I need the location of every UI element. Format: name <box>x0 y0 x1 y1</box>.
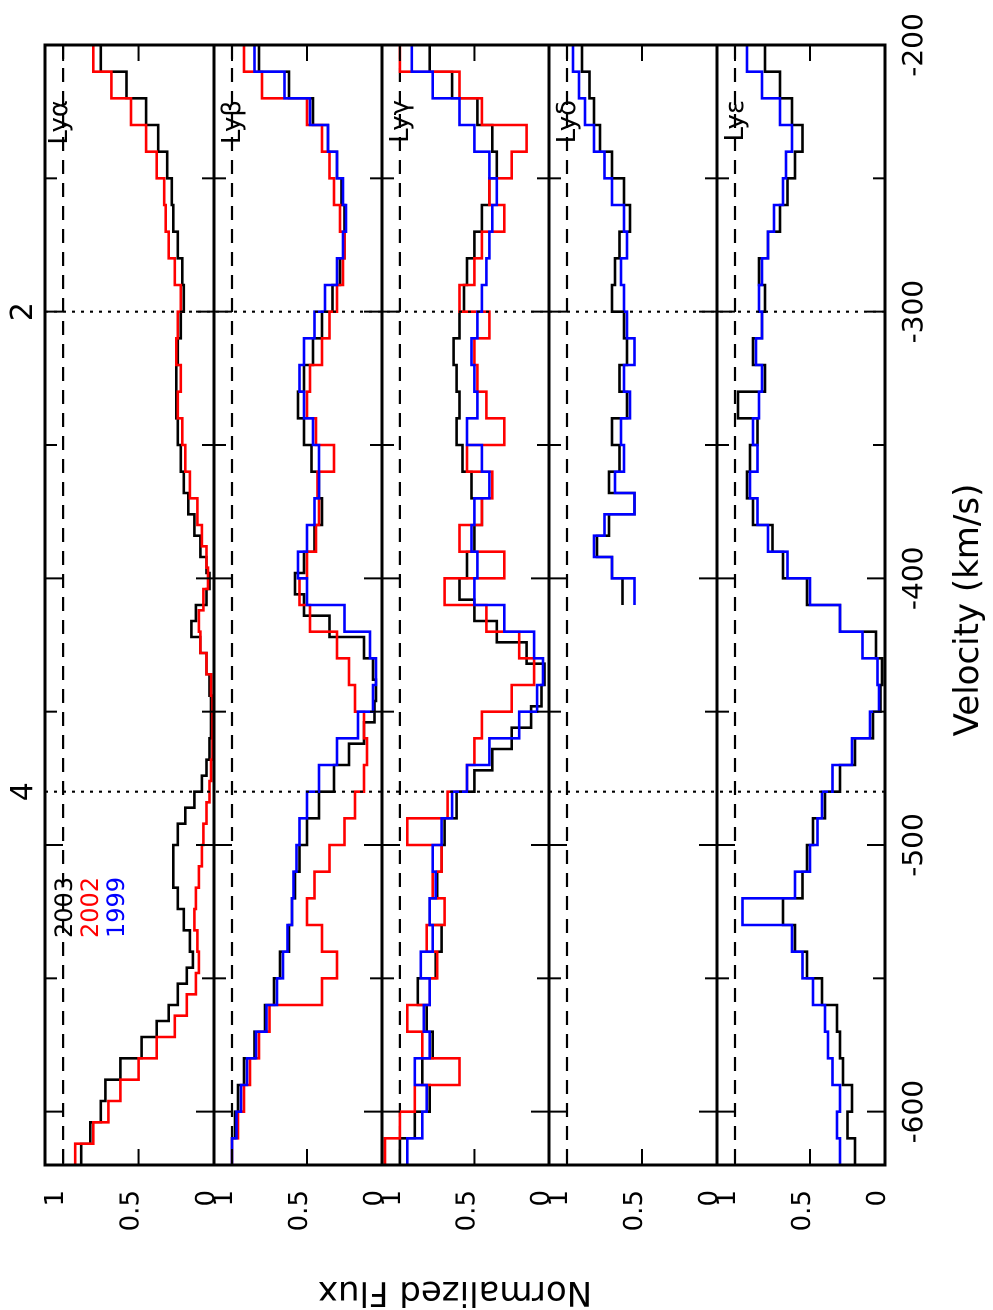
panel-label: Lyδ <box>552 100 582 143</box>
top-axis-label: 2 <box>5 302 40 321</box>
panel-3: Lyγ 0 0.5 1 <box>377 45 556 1231</box>
ytick-label: 1 <box>712 1190 742 1207</box>
panels-layer: Lyα 0 0.5 1 Lyβ 0 0.5 1 Lyγ 0 0.5 1 Lyδ 0 0.5 1 Lyε 0 0.5 1 <box>40 45 892 1231</box>
panel-label: Lyα <box>44 100 74 145</box>
panel-label: Lyε <box>720 100 750 142</box>
ytick-label: 1 <box>544 1190 574 1207</box>
ylabel: Normalized Flux <box>318 1273 592 1310</box>
panel-1: Lyα 0 0.5 1 <box>40 45 221 1231</box>
series-2002-panel-3 <box>383 45 536 1165</box>
series-2002-panel-1 <box>73 45 214 1165</box>
series-2003-panel-1 <box>79 45 213 1165</box>
series-1999-panel-5 <box>741 45 881 1165</box>
ytick-label: 0 <box>359 1190 389 1207</box>
legend-item-1999: 1999 <box>102 877 130 938</box>
xtick-label: -400 <box>896 547 929 611</box>
ytick-label: 0 <box>191 1190 221 1207</box>
legend-item-2002: 2002 <box>76 877 104 938</box>
panel-label: Lyβ <box>217 100 247 144</box>
ytick-label: 0 <box>862 1190 892 1207</box>
ytick-label: 0.5 <box>284 1190 314 1231</box>
legend-item-2003: 2003 <box>50 877 78 938</box>
panel-5: Lyε 0 0.5 1 <box>712 45 892 1231</box>
top-axis-label: 4 <box>5 782 40 801</box>
ytick-label: 0.5 <box>451 1190 481 1231</box>
xtick-label: -200 <box>896 13 929 77</box>
ytick-label: 0 <box>694 1190 724 1207</box>
ytick-label: 1 <box>40 1190 70 1207</box>
xtick-label: -300 <box>896 280 929 344</box>
ytick-label: 0.5 <box>116 1190 146 1231</box>
plot-frame <box>43 43 887 1167</box>
xlabel: Velocity (km/s) <box>947 484 987 737</box>
ytick-label: 1 <box>377 1190 407 1207</box>
legend: 2003 2002 1999 <box>50 877 130 938</box>
series-1999-panel-3 <box>406 45 545 1165</box>
ytick-label: 0 <box>526 1190 556 1207</box>
xtick-label: -600 <box>896 1080 929 1144</box>
xtick-label: -500 <box>896 813 929 877</box>
ytick-label: 0.5 <box>787 1190 817 1231</box>
ytick-label: 1 <box>209 1190 239 1207</box>
panel-2: Lyβ 0 0.5 1 <box>209 45 389 1231</box>
panel-4: Lyδ 0 0.5 1 <box>544 45 724 1231</box>
panel-label: Lyγ <box>385 100 415 143</box>
ytick-label: 0.5 <box>619 1190 649 1231</box>
series-1999-panel-2 <box>230 45 378 1165</box>
series-1999-panel-4 <box>571 45 636 605</box>
plot-frame-layer: -600 -500 -400 -300 -200 2 4 <box>5 13 929 1167</box>
